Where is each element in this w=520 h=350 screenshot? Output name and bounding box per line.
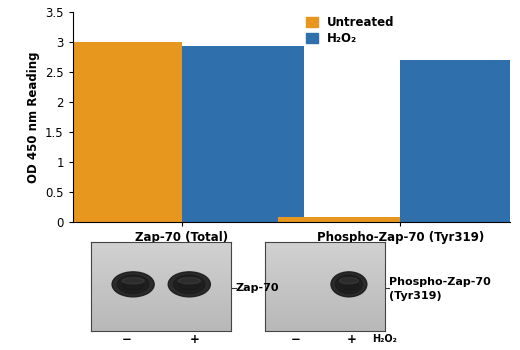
Ellipse shape <box>118 275 149 294</box>
Bar <box>182 47 304 222</box>
Ellipse shape <box>335 275 362 294</box>
Ellipse shape <box>178 278 201 284</box>
Ellipse shape <box>179 278 200 290</box>
Ellipse shape <box>168 272 210 297</box>
Ellipse shape <box>174 275 205 294</box>
Bar <box>400 60 520 222</box>
Text: −: − <box>122 333 131 346</box>
Legend: Untreated, H₂O₂: Untreated, H₂O₂ <box>306 16 395 45</box>
Bar <box>278 217 400 222</box>
Text: (Tyr319): (Tyr319) <box>389 291 441 301</box>
Ellipse shape <box>123 278 144 290</box>
Y-axis label: OD 450 nm Reading: OD 450 nm Reading <box>27 51 40 183</box>
Text: Zap-70: Zap-70 <box>235 283 279 293</box>
Text: +: + <box>347 333 356 346</box>
Ellipse shape <box>112 272 154 297</box>
Text: +: + <box>190 333 200 346</box>
Text: −: − <box>291 333 300 346</box>
Ellipse shape <box>340 278 358 284</box>
Ellipse shape <box>331 272 367 297</box>
Ellipse shape <box>340 278 358 290</box>
Ellipse shape <box>122 278 145 284</box>
Text: H₂O₂: H₂O₂ <box>372 335 397 344</box>
Text: Phospho-Zap-70: Phospho-Zap-70 <box>389 277 491 287</box>
Bar <box>60 42 182 222</box>
